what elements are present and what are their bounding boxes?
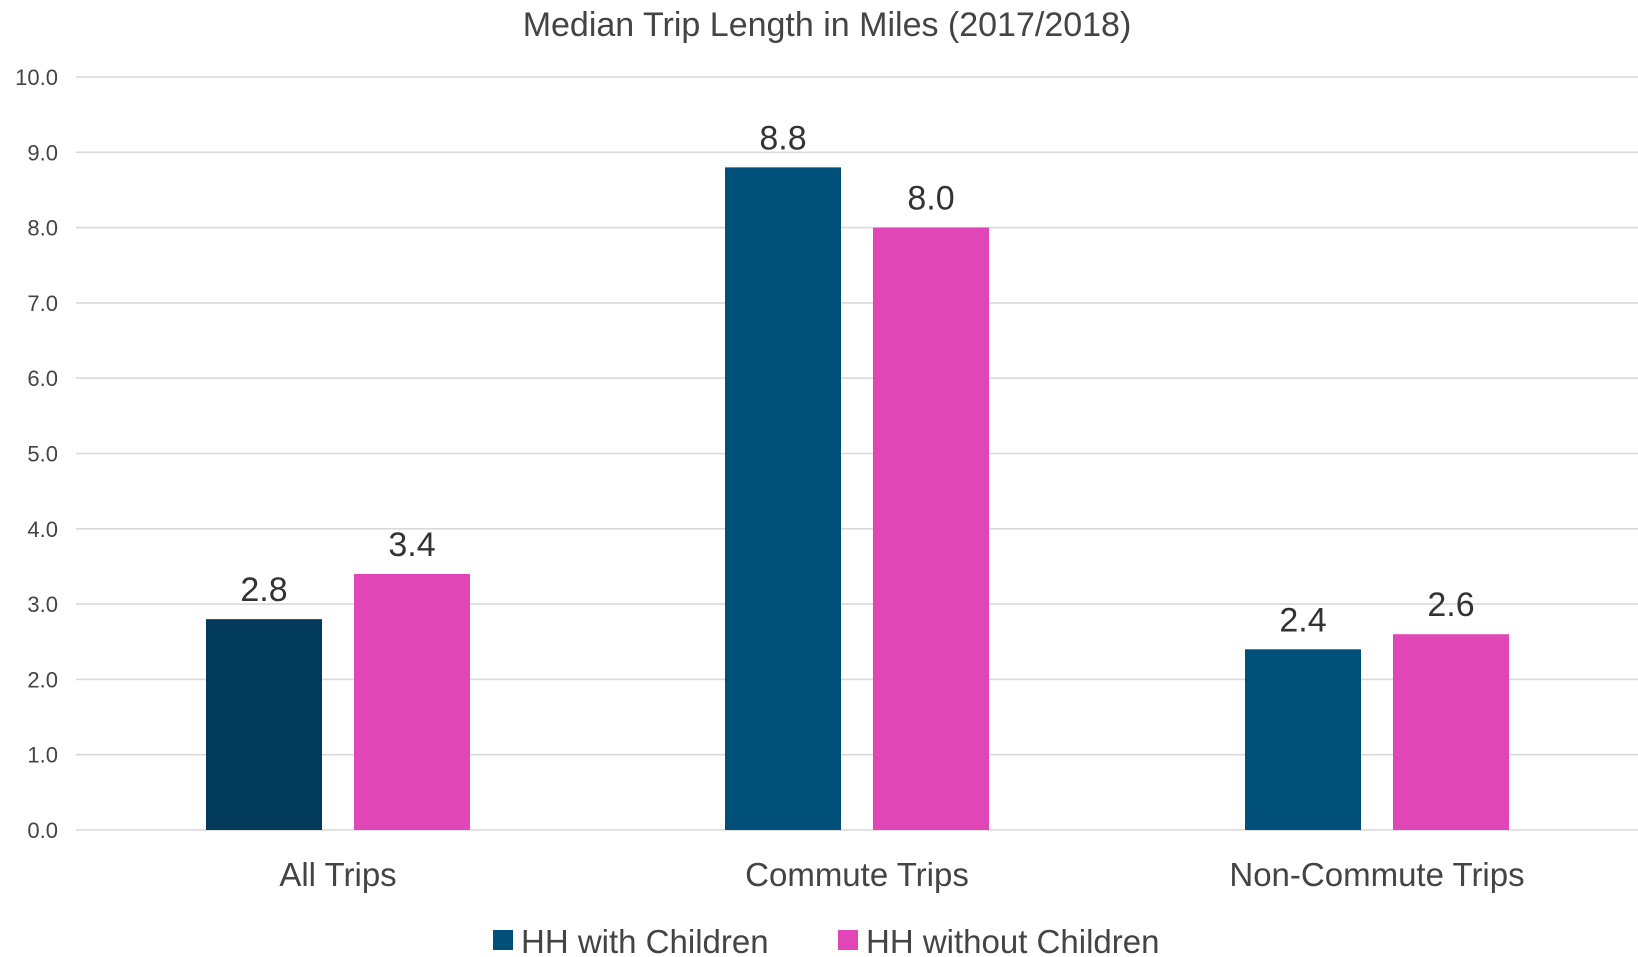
data-label: 3.4: [388, 526, 435, 564]
legend-swatch: [838, 930, 858, 950]
data-label: 8.0: [907, 180, 954, 218]
legend: HH with Children HH without Children: [493, 923, 1159, 957]
legend-label: HH with Children: [521, 923, 769, 957]
y-tick-label: 1.0: [27, 743, 58, 768]
x-category-label: All Trips: [279, 856, 396, 893]
data-label: 8.8: [759, 119, 806, 157]
bar-with-children: [725, 167, 841, 831]
y-tick-label: 6.0: [27, 366, 58, 391]
data-label: 2.4: [1279, 601, 1326, 639]
bar-without-children: [1393, 634, 1509, 830]
y-tick-label: 2.0: [27, 667, 58, 692]
y-tick-label: 4.0: [27, 517, 58, 542]
y-tick-label: 7.0: [27, 291, 58, 316]
bar-without-children: [354, 573, 470, 830]
legend-label: HH without Children: [866, 923, 1159, 957]
data-labels: 2.8 3.4 8.8 8.0 2.4 2.6: [240, 119, 1474, 639]
chart-title: Median Trip Length in Miles (2017/2018): [523, 6, 1132, 44]
x-category-label: Commute Trips: [745, 856, 969, 893]
y-axis-ticks: 0.0 1.0 2.0 3.0 4.0 5.0 6.0 7.0 8.0 9.0 10.0: [15, 65, 58, 843]
y-tick-label: 10.0: [15, 65, 58, 90]
y-tick-label: 9.0: [27, 140, 58, 165]
data-label: 2.8: [240, 571, 287, 609]
y-tick-label: 8.0: [27, 216, 58, 241]
y-tick-label: 0.0: [27, 818, 58, 843]
y-tick-label: 3.0: [27, 592, 58, 617]
bars: [206, 167, 1509, 831]
legend-swatch: [493, 930, 513, 950]
gridlines: [76, 76, 1638, 831]
x-category-label: Non-Commute Trips: [1229, 856, 1524, 893]
bar-with-children: [206, 619, 322, 830]
x-axis-categories: All Trips Commute Trips Non-Commute Trips: [279, 856, 1524, 893]
bar-without-children: [873, 227, 989, 831]
data-label: 2.6: [1427, 586, 1474, 624]
bar-with-children: [1245, 649, 1361, 830]
y-tick-label: 5.0: [27, 442, 58, 467]
